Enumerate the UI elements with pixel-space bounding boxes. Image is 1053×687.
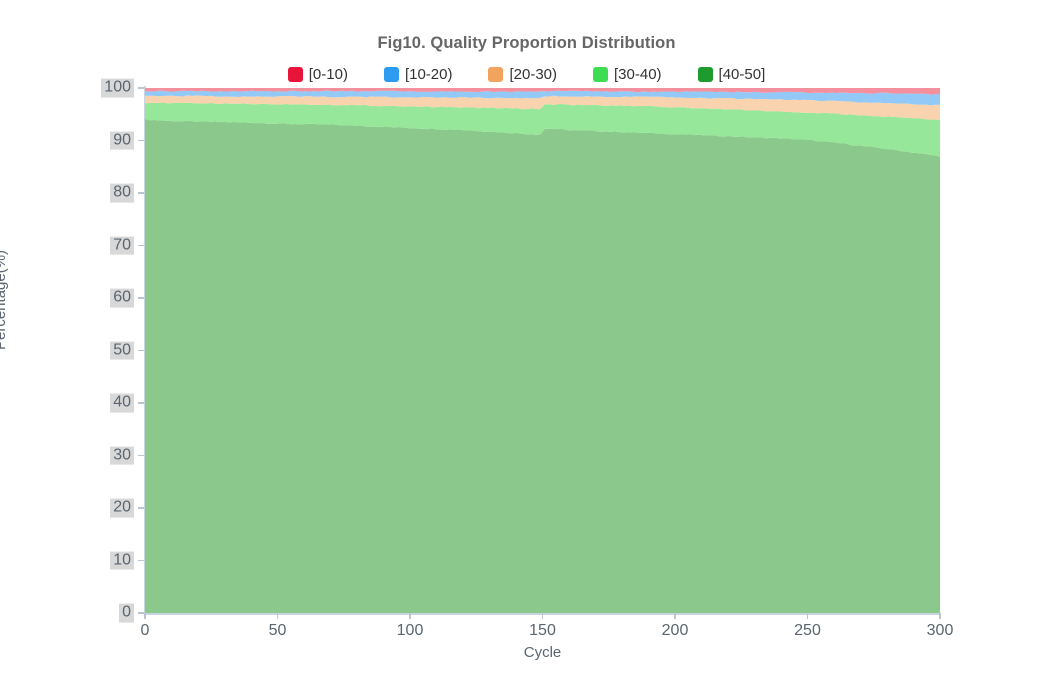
x-tick-mark — [806, 613, 809, 619]
legend-swatch-icon — [287, 67, 303, 82]
y-tick-mark — [138, 87, 144, 89]
x-tick-mark — [674, 613, 676, 619]
chart-legend: [0-10) [10-20) [20-30) [30-40) [40-50] — [0, 66, 1053, 83]
y-axis-tick-labels: 0 10 20 30 40 50 60 70 80 90 100 — [0, 0, 134, 687]
area-band-10-20 — [145, 90, 940, 106]
y-tick-mark — [138, 192, 144, 194]
y-tick-label: 40 — [110, 393, 134, 413]
area-band-20-30 — [145, 95, 940, 120]
y-tick-mark — [138, 297, 144, 299]
x-axis-title: Cycle — [523, 644, 562, 661]
legend-swatch-icon — [488, 67, 504, 82]
y-tick-label: 0 — [119, 603, 134, 623]
legend-swatch-icon — [383, 67, 399, 82]
legend-item-20-30[interactable]: [20-30) — [488, 66, 557, 83]
y-tick-label: 90 — [110, 131, 134, 150]
x-tick-mark — [541, 613, 544, 619]
chart-title: Fig10. Quality Proportion Distribution — [377, 34, 676, 52]
y-tick-mark — [138, 349, 144, 352]
legend-item-40-50[interactable]: [40-50] — [697, 66, 766, 83]
y-tick-label: 60 — [110, 288, 134, 308]
y-tick-label: 100 — [101, 78, 134, 98]
y-tick-mark — [138, 454, 144, 457]
y-axis-title: Percentage(%) — [0, 249, 9, 350]
y-tick-mark — [138, 559, 144, 562]
x-tick-mark — [144, 613, 146, 619]
x-tick-label: 0 — [140, 622, 150, 639]
legend-label: [30-40) — [614, 66, 662, 83]
x-tick-label: 150 — [529, 622, 556, 639]
x-tick-label: 100 — [396, 622, 424, 639]
y-tick-mark — [138, 244, 144, 247]
area-band-0-10 — [145, 88, 940, 95]
x-tick-label: 200 — [661, 622, 689, 639]
y-tick-mark — [138, 139, 144, 142]
area-band-40-50 — [145, 119, 940, 613]
x-tick-mark — [939, 613, 941, 619]
legend-item-30-40[interactable]: [30-40) — [593, 66, 662, 83]
legend-label: [40-50] — [718, 66, 766, 83]
legend-label: [10-20) — [404, 66, 453, 83]
x-tick-label: 50 — [268, 622, 287, 639]
x-tick-label: 250 — [794, 622, 821, 639]
y-tick-mark — [138, 507, 144, 509]
legend-label: [0-10) — [308, 66, 348, 83]
y-tick-label: 70 — [110, 236, 134, 255]
x-tick-mark — [409, 613, 411, 619]
legend-swatch-icon — [697, 67, 713, 82]
legend-item-0-10[interactable]: [0-10) — [287, 66, 348, 83]
y-tick-label: 30 — [110, 446, 134, 465]
y-tick-label: 80 — [110, 183, 134, 203]
legend-swatch-icon — [593, 67, 608, 82]
y-tick-mark — [138, 402, 144, 404]
y-tick-label: 50 — [110, 341, 134, 360]
y-axis-line — [144, 86, 146, 615]
legend-label: [20-30) — [509, 66, 557, 83]
x-tick-mark — [276, 613, 279, 619]
y-tick-label: 20 — [110, 498, 134, 518]
stacked-area-plot — [145, 88, 940, 613]
x-tick-label: 300 — [926, 622, 954, 639]
y-tick-mark — [138, 612, 144, 614]
area-band-30-40 — [145, 102, 940, 157]
legend-item-10-20[interactable]: [10-20) — [383, 66, 453, 83]
plot-area — [145, 88, 940, 613]
y-tick-label: 10 — [110, 551, 134, 570]
